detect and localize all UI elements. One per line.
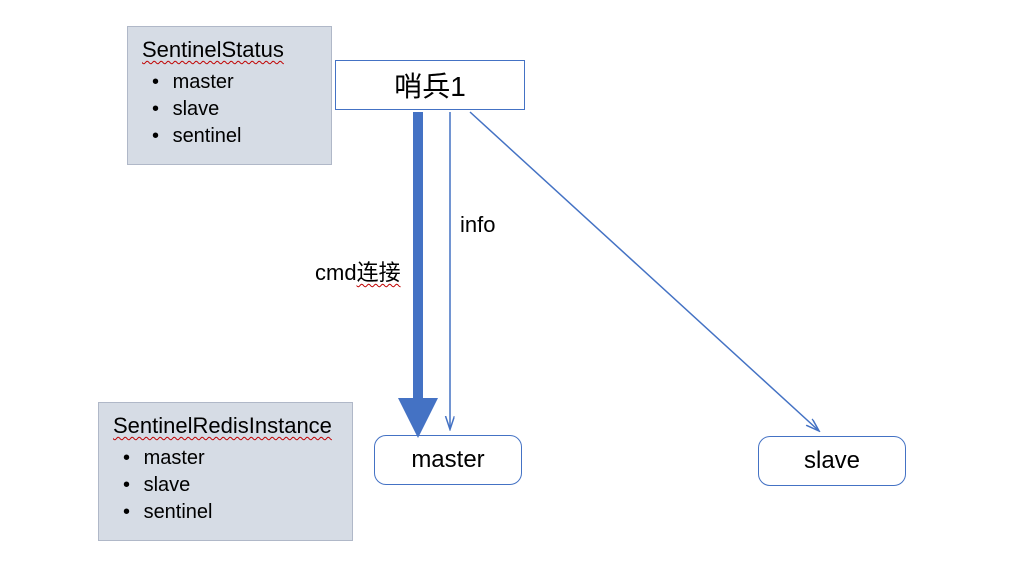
- info-box-title: SentinelRedisInstance: [113, 413, 338, 439]
- info-box-sentinel-status: SentinelStatus master slave sentinel: [127, 26, 332, 165]
- list-item: master: [113, 445, 338, 472]
- list-item: sentinel: [142, 123, 317, 150]
- node-label: master: [411, 446, 484, 474]
- node-label: 哨兵1: [394, 65, 466, 105]
- list-item: master: [142, 69, 317, 96]
- edge-label-text: cmd连接: [315, 260, 401, 285]
- edge-to-slave: [470, 112, 818, 430]
- diagram-canvas: SentinelStatus master slave sentinel Sen…: [0, 0, 1014, 578]
- node-slave: slave: [758, 436, 906, 486]
- edge-label-info: info: [460, 212, 495, 238]
- edge-label-text: info: [460, 212, 495, 237]
- info-box-sentinel-redis-instance: SentinelRedisInstance master slave senti…: [98, 402, 353, 541]
- edge-label-cmd: cmd连接: [315, 255, 401, 287]
- info-box-title: SentinelStatus: [142, 37, 317, 63]
- node-master: master: [374, 435, 522, 485]
- list-item: slave: [113, 472, 338, 499]
- info-box-list: master slave sentinel: [142, 69, 317, 150]
- node-sentinel-1: 哨兵1: [335, 60, 525, 110]
- list-item: slave: [142, 96, 317, 123]
- list-item: sentinel: [113, 499, 338, 526]
- node-label: slave: [804, 447, 860, 475]
- info-box-list: master slave sentinel: [113, 445, 338, 526]
